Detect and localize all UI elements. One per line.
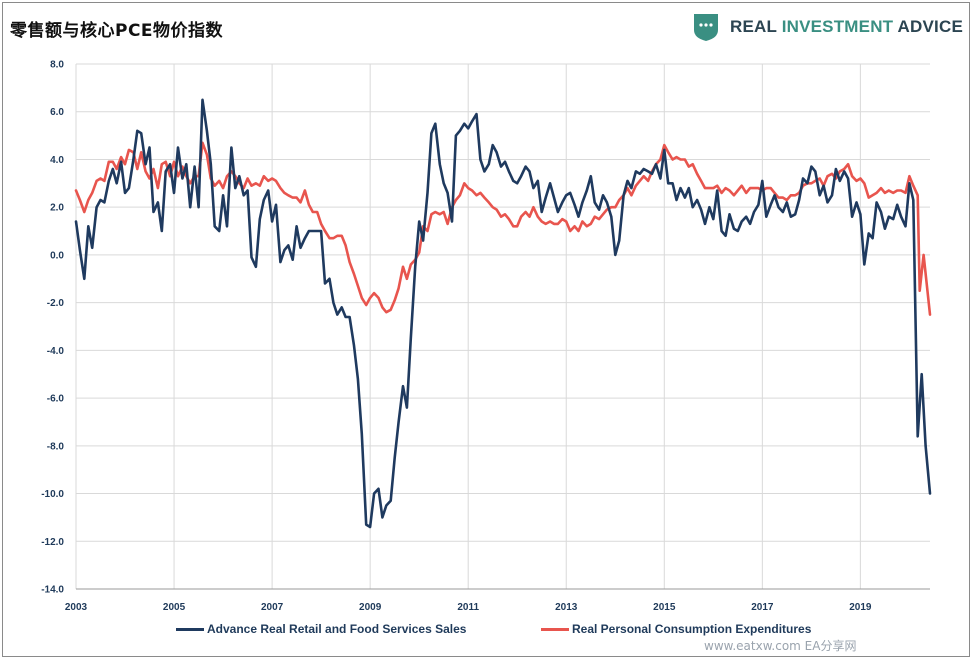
brand-name: REAL INVESTMENT ADVICE	[730, 17, 963, 37]
shield-icon	[694, 14, 718, 41]
y-tick-label: -4.0	[47, 346, 65, 357]
legend-label-retail-sales: Advance Real Retail and Food Services Sa…	[207, 622, 467, 636]
brand-logo: REAL INVESTMENT ADVICE	[692, 12, 963, 42]
chart-title: 零售额与核心PCE物价指数	[10, 21, 224, 41]
watermark-text: www.eatxw.com EA分享网	[704, 639, 857, 653]
y-tick-label: -8.0	[47, 441, 65, 452]
x-tick-label: 2007	[261, 602, 284, 613]
x-tick-label: 2005	[163, 602, 186, 613]
legend-item-retail-sales: Advance Real Retail and Food Services Sa…	[176, 622, 466, 636]
y-tick-label: 6.0	[50, 107, 64, 118]
y-tick-label: 4.0	[50, 155, 64, 166]
x-tick-label: 2009	[359, 602, 382, 613]
chart-legend: Advance Real Retail and Food Services Sa…	[0, 622, 974, 642]
x-tick-label: 2011	[457, 602, 479, 613]
y-tick-label: 0.0	[50, 250, 64, 261]
x-tick-label: 2019	[849, 602, 872, 613]
x-tick-label: 2003	[65, 602, 88, 613]
y-tick-label: -6.0	[47, 394, 65, 405]
legend-item-pce: Real Personal Consumption Expenditures	[541, 622, 811, 636]
x-tick-label: 2017	[751, 602, 774, 613]
legend-swatch-retail-sales	[176, 627, 204, 631]
series-line-retail-sales	[74, 98, 932, 529]
y-tick-label: 8.0	[50, 60, 64, 71]
y-tick-label: -10.0	[41, 489, 64, 500]
x-tick-label: 2015	[653, 602, 676, 613]
y-tick-label: -14.0	[41, 585, 64, 596]
y-tick-label: -12.0	[41, 537, 64, 548]
y-tick-label: -2.0	[47, 298, 65, 309]
series-line-pce	[74, 141, 932, 316]
y-tick-label: 2.0	[50, 203, 64, 214]
x-tick-label: 2013	[555, 602, 578, 613]
brand-name-part3: ADVICE	[893, 17, 963, 36]
legend-swatch-pce	[541, 627, 569, 631]
brand-name-part1: REAL	[730, 17, 782, 36]
legend-label-pce: Real Personal Consumption Expenditures	[572, 622, 812, 636]
brand-name-part2: INVESTMENT	[781, 17, 894, 36]
